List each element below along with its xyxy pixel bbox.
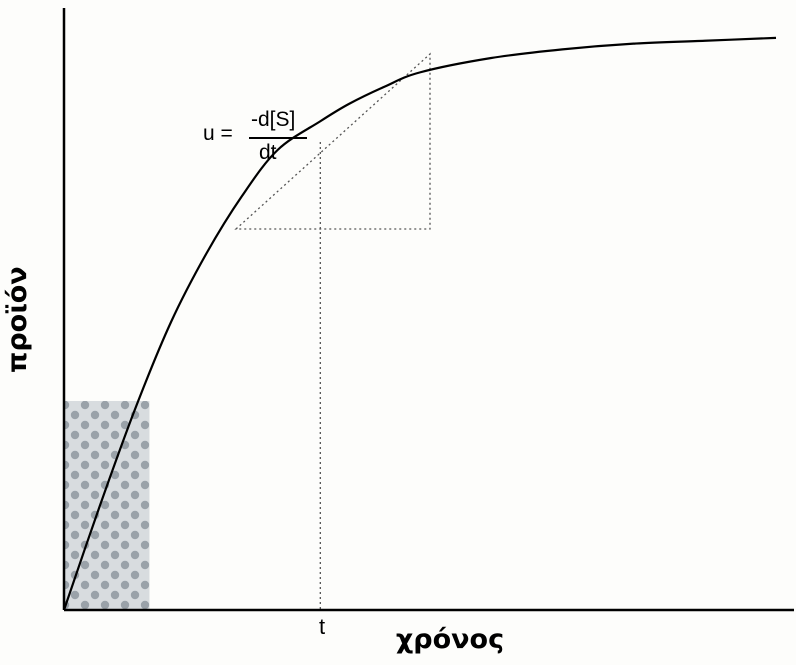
formula-numerator: -d[S] xyxy=(251,108,296,131)
x-tick-label-t: t xyxy=(318,614,326,639)
formula-lhs: u = xyxy=(203,122,233,145)
y-axis-label: προϊόν xyxy=(2,266,33,374)
x-axis-label: χρόνος xyxy=(395,624,505,655)
tangent-triangle xyxy=(234,52,431,230)
product-curve xyxy=(62,36,777,611)
shaded-area xyxy=(65,401,150,609)
formula-fraction-bar xyxy=(249,137,307,139)
formula-denominator: dt xyxy=(259,141,277,164)
